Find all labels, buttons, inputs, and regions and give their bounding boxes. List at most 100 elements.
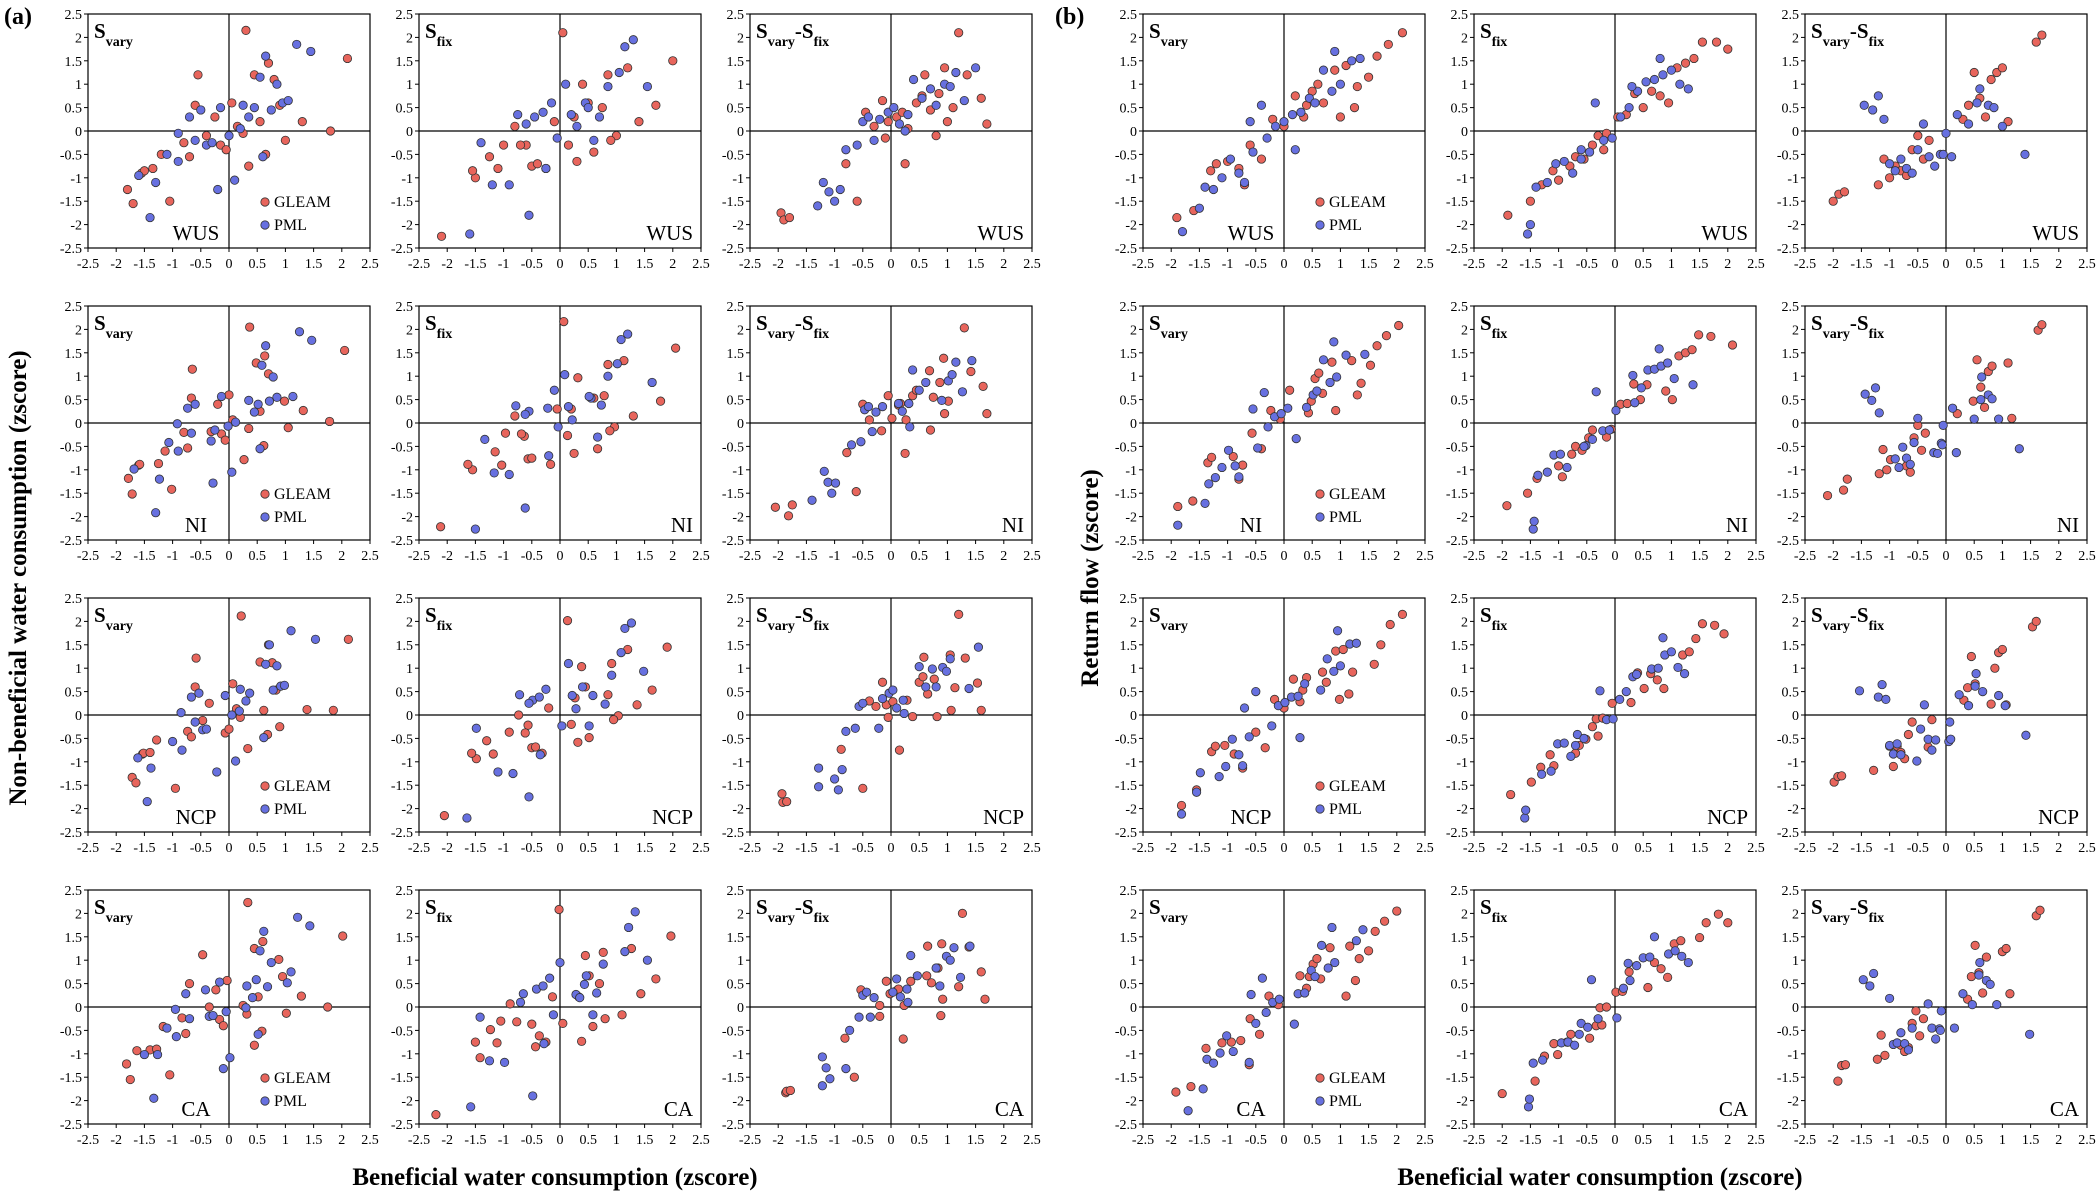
gleam-point (901, 415, 911, 425)
pml-point (861, 987, 872, 997)
pml-point (305, 921, 315, 931)
gleam-point (588, 1021, 598, 1032)
gleam-point (617, 1010, 627, 1020)
pml-point (149, 1093, 159, 1103)
gleam-point (599, 391, 609, 401)
x-tick-label: -1 (829, 549, 841, 564)
x-tick-label: 2.5 (361, 549, 379, 564)
pml-point (1618, 983, 1629, 993)
y-tick-label: -2 (732, 511, 744, 526)
pml-point (1257, 973, 1267, 983)
panel-a-wus-0: 2.521.510.50-0.5-1-1.5-2-2.5-2.5 -2 -1.5 -1… (60, 8, 379, 272)
x-tick-label: 0.5 (248, 257, 266, 272)
gleam-point (894, 745, 905, 755)
pml-point (903, 110, 913, 120)
y-tick-label: 1.5 (727, 347, 745, 362)
y-tick-label: 2.5 (1451, 592, 1469, 607)
y-tick-label: 1.5 (396, 347, 414, 362)
gleam-point (1656, 964, 1666, 974)
gleam-point (514, 710, 524, 720)
y-tick-label: 2 (75, 907, 82, 922)
legend-pml-marker (1315, 804, 1325, 814)
gleam-point (559, 316, 569, 327)
gleam-point (1173, 501, 1183, 512)
gleam-point (558, 1018, 568, 1028)
y-tick-label: 1 (406, 954, 413, 969)
pml-point (1251, 686, 1261, 697)
y-tick-label: 2.5 (1451, 300, 1469, 315)
y-tick-label: 1 (1461, 954, 1468, 969)
gleam-point (224, 390, 234, 400)
y-tick-label: 2 (1130, 323, 1137, 338)
y-tick-label: 2.5 (1120, 884, 1138, 899)
gleam-point (1659, 683, 1669, 694)
gleam-point (580, 950, 590, 961)
gleam-point (1171, 1087, 1181, 1097)
gleam-point (1647, 86, 1657, 96)
pml-point (1624, 103, 1634, 113)
pml-point (1630, 398, 1640, 408)
gleam-point (954, 982, 964, 992)
gleam-point (1352, 390, 1362, 400)
pml-point (1612, 1013, 1622, 1023)
pml-point (227, 710, 237, 720)
x-tick-label: -2.5 (408, 257, 430, 272)
legend-pml-label: PML (1329, 509, 1362, 526)
y-tick-label: 2.5 (1451, 8, 1469, 23)
gleam-point (1345, 941, 1355, 951)
gleam-point (516, 429, 527, 439)
y-tick-label: 0 (406, 125, 413, 140)
x-tick-label: 0 (1943, 549, 1950, 564)
x-tick-label: 0 (226, 841, 233, 856)
y-tick-label: -0.5 (1777, 440, 1799, 455)
x-tick-label: 0 (1612, 257, 1619, 272)
gleam-point (228, 679, 238, 689)
pml-point (1978, 686, 1988, 697)
region-label: NI (1002, 513, 1024, 537)
pml-point (218, 1064, 228, 1074)
x-tick-label: -0.5 (521, 549, 543, 564)
pml-point (514, 690, 525, 700)
gleam-point (1639, 683, 1649, 694)
x-tick-label: 2 (1000, 257, 1007, 272)
pml-point (1351, 638, 1361, 648)
pml-point (1217, 173, 1227, 183)
gleam-point (191, 653, 201, 663)
pml-point (190, 717, 200, 727)
pml-point (1293, 691, 1303, 701)
gleam-point (1719, 629, 1729, 639)
pml-point (196, 105, 206, 115)
gleam-point (1723, 44, 1733, 54)
gleam-point (1833, 1076, 1843, 1086)
pml-point (583, 103, 593, 113)
pml-point (255, 444, 265, 454)
pml-point (282, 978, 292, 988)
gleam-point (439, 811, 449, 821)
y-tick-label: -1.5 (391, 1071, 413, 1086)
pml-point (612, 359, 622, 369)
gleam-point (1727, 340, 1738, 350)
pml-point (1947, 403, 1958, 413)
pml-point (900, 126, 910, 136)
x-tick-label: 1 (1668, 257, 1675, 272)
pml-point (623, 329, 633, 339)
x-tick-label: -1 (1222, 549, 1234, 564)
pml-point (1576, 154, 1586, 164)
y-tick-label: 2 (1792, 31, 1799, 46)
pml-point (1287, 110, 1298, 120)
gleam-point (544, 703, 554, 713)
gleam-point (651, 100, 661, 110)
pml-point (1673, 662, 1683, 673)
pml-point (1524, 1094, 1535, 1104)
x-tick-label: -1.5 (133, 549, 155, 564)
gleam-point (1201, 1043, 1211, 1053)
pml-point (154, 474, 165, 484)
pml-point (1533, 470, 1543, 480)
pml-point (1873, 692, 1883, 702)
x-tick-label: 2 (1724, 257, 1731, 272)
y-tick-label: 0.5 (396, 978, 414, 993)
x-tick-label: -2.5 (739, 1133, 761, 1148)
x-tick-label: -0.5 (521, 841, 543, 856)
gleam-point (784, 212, 795, 223)
pml-point (1894, 462, 1904, 473)
